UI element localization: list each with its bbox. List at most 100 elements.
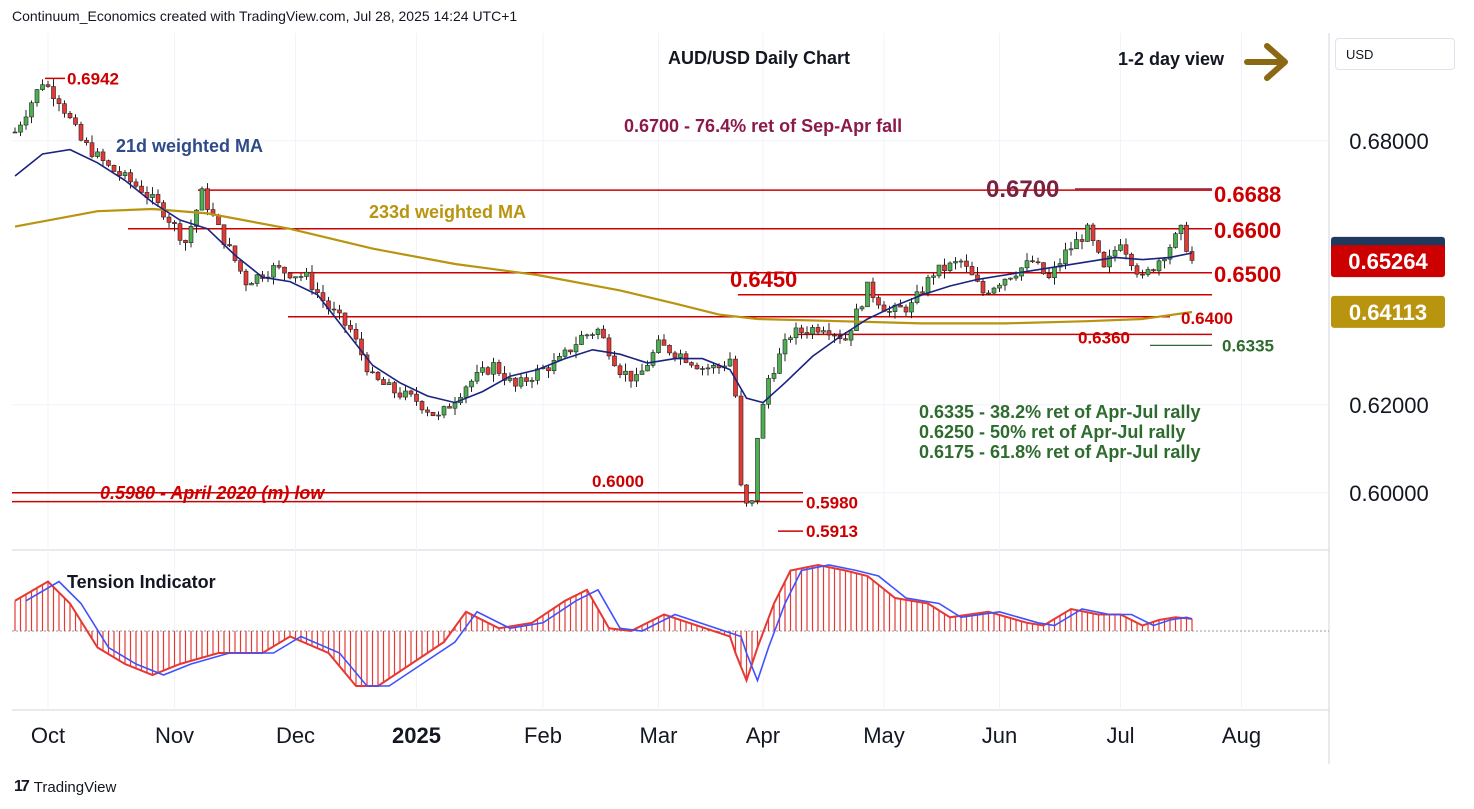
candle-body: [1140, 273, 1145, 276]
candle-body: [1008, 277, 1013, 280]
level-label: 0.6400: [1181, 309, 1233, 328]
candle: [441, 405, 447, 419]
candle-body: [903, 306, 909, 313]
level-label: 0.5980: [806, 494, 858, 513]
arrow-right-icon: [1244, 43, 1288, 81]
candle: [810, 324, 815, 340]
candle-body: [579, 334, 584, 345]
candle: [1140, 269, 1145, 279]
candle: [628, 370, 634, 388]
x-tick-label: Jul: [1106, 723, 1134, 748]
candle: [51, 79, 56, 107]
candle-body: [128, 172, 133, 183]
candle: [205, 183, 210, 216]
candle: [1090, 222, 1096, 246]
candle: [348, 320, 353, 333]
x-tick-label: Jun: [982, 723, 1017, 748]
candle-body: [150, 194, 155, 198]
candle-body: [854, 308, 859, 331]
candle-body: [370, 371, 375, 374]
level-label: 0.6000: [592, 472, 644, 491]
x-tick-label: Dec: [276, 723, 315, 748]
moving-averages: [14, 148, 1193, 404]
candle-body: [958, 260, 964, 263]
marker-label: 0.5913: [806, 522, 858, 541]
candle: [29, 100, 34, 124]
candle-body: [843, 338, 848, 341]
candle-body: [997, 284, 1002, 289]
candle: [56, 95, 62, 112]
candle: [656, 335, 661, 354]
candle-body: [194, 209, 199, 227]
candle: [403, 386, 408, 401]
candle-body: [56, 98, 62, 104]
candle: [1156, 258, 1162, 276]
candle: [1008, 277, 1013, 281]
candle-body: [67, 112, 73, 119]
marker-label: 0.6335: [1222, 336, 1274, 355]
candle-body: [969, 266, 975, 276]
candle-body: [177, 223, 183, 241]
candle-body: [139, 185, 144, 193]
candle: [601, 325, 606, 339]
ma233-label: 233d weighted MA: [369, 202, 526, 222]
candle-body: [447, 406, 452, 409]
candle: [491, 357, 496, 382]
candle-body: [480, 367, 485, 373]
candle: [337, 304, 342, 320]
candle-body: [595, 328, 601, 335]
candle: [1074, 231, 1079, 250]
candle: [953, 257, 958, 270]
candle: [672, 350, 678, 362]
x-tick-label: 2025: [392, 723, 441, 748]
price-tag-bg: [1331, 295, 1445, 328]
candle-body: [106, 160, 111, 166]
currency-selector[interactable]: USD: [1335, 38, 1455, 70]
candle: [62, 100, 67, 118]
candle-body: [221, 224, 227, 245]
candle: [590, 332, 595, 339]
candle-body: [425, 409, 430, 413]
candle-body: [656, 339, 661, 353]
candle-body: [45, 84, 51, 87]
candle-body: [62, 103, 67, 114]
x-tick-label: Feb: [524, 723, 562, 748]
candle-body: [810, 327, 815, 335]
candle: [199, 186, 205, 211]
candle: [1129, 252, 1134, 271]
x-tick-label: Nov: [155, 723, 194, 748]
candle-body: [337, 309, 342, 314]
candle: [1151, 268, 1156, 273]
x-tick-label: Aug: [1222, 723, 1261, 748]
candle-body: [1030, 260, 1035, 263]
candle: [980, 277, 986, 296]
candle-body: [942, 264, 947, 271]
candle-body: [645, 365, 650, 372]
candle-body: [392, 382, 397, 394]
candle: [381, 377, 386, 385]
candle-body: [524, 377, 529, 382]
chart-attribution: Continuum_Economics created with Trading…: [12, 8, 518, 24]
candle-body: [441, 406, 447, 416]
candle: [964, 254, 969, 273]
candle-body: [359, 338, 364, 356]
candle-body: [573, 344, 579, 353]
candle: [986, 290, 991, 296]
candle-body: [870, 281, 876, 298]
chart-title: AUD/USD Daily Chart: [668, 48, 850, 68]
candle-body: [183, 240, 188, 244]
candle: [513, 377, 518, 392]
candle-body: [84, 139, 89, 144]
candle: [562, 347, 568, 359]
candle-body: [419, 401, 425, 411]
candle: [1173, 232, 1178, 249]
candle-body: [254, 274, 260, 284]
price-tag-bg: [1331, 245, 1445, 278]
candle: [23, 109, 29, 130]
candle: [133, 178, 139, 189]
tradingview-brand: 17 TradingView: [14, 778, 116, 796]
candle: [595, 327, 601, 340]
level-label: 0.6450: [730, 267, 797, 292]
candle-body: [815, 327, 821, 333]
